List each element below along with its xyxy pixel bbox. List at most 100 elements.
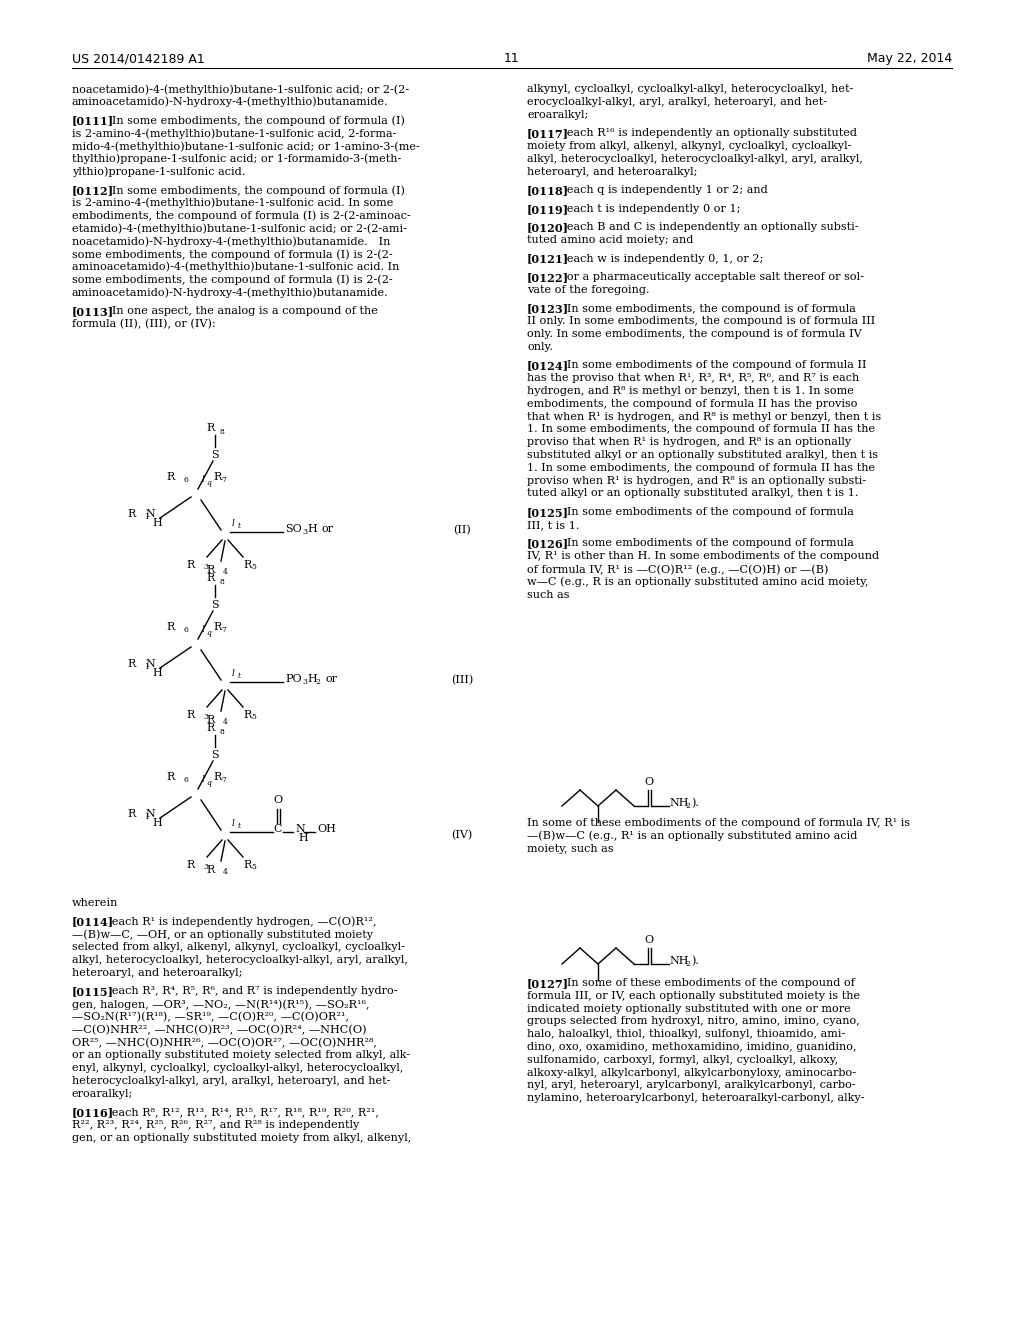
- Text: In one aspect, the analog is a compound of the: In one aspect, the analog is a compound …: [101, 306, 378, 315]
- Text: In some embodiments, the compound is of formula: In some embodiments, the compound is of …: [556, 304, 856, 314]
- Text: R: R: [186, 560, 195, 570]
- Text: [0113]: [0113]: [72, 306, 114, 317]
- Text: each R⁸, R¹², R¹³, R¹⁴, R¹⁵, R¹⁷, R¹⁸, R¹⁹, R²⁰, R²¹,: each R⁸, R¹², R¹³, R¹⁴, R¹⁵, R¹⁷, R¹⁸, R…: [101, 1107, 379, 1117]
- Text: t: t: [238, 521, 241, 531]
- Text: 1: 1: [144, 663, 148, 671]
- Text: R: R: [128, 510, 136, 519]
- Text: NH: NH: [669, 799, 688, 808]
- Text: [0122]: [0122]: [527, 272, 569, 284]
- Text: each q is independently 1 or 2; and: each q is independently 1 or 2; and: [556, 185, 768, 195]
- Text: heteroaryl, and heteroaralkyl;: heteroaryl, and heteroaralkyl;: [527, 166, 697, 177]
- Text: N: N: [295, 824, 305, 834]
- Text: NH: NH: [669, 956, 688, 966]
- Text: R: R: [243, 861, 251, 870]
- Text: US 2014/0142189 A1: US 2014/0142189 A1: [72, 51, 205, 65]
- Text: 8: 8: [219, 729, 224, 737]
- Text: 11: 11: [504, 51, 520, 65]
- Text: III, t is 1.: III, t is 1.: [527, 520, 580, 529]
- Text: each t is independently 0 or 1;: each t is independently 0 or 1;: [556, 203, 740, 214]
- Text: R: R: [213, 772, 221, 781]
- Text: some embodiments, the compound of formula (I) is 2-(2-: some embodiments, the compound of formul…: [72, 249, 392, 260]
- Text: 6: 6: [183, 626, 187, 634]
- Text: mido-4-(methylthio)butane-1-sulfonic acid; or 1-amino-3-(me-: mido-4-(methylthio)butane-1-sulfonic aci…: [72, 141, 420, 152]
- Text: 5: 5: [251, 863, 256, 871]
- Text: R: R: [243, 560, 251, 570]
- Text: 2: 2: [685, 803, 690, 810]
- Text: 4: 4: [223, 869, 228, 876]
- Text: each w is independently 0, 1, or 2;: each w is independently 0, 1, or 2;: [556, 253, 764, 264]
- Text: [0116]: [0116]: [72, 1107, 114, 1118]
- Text: 4: 4: [223, 718, 228, 726]
- Text: H: H: [298, 833, 308, 843]
- Text: l: l: [202, 626, 205, 635]
- Text: [0126]: [0126]: [527, 539, 569, 549]
- Text: or: or: [321, 524, 333, 535]
- Text: erocycloalkyl-alkyl, aryl, aralkyl, heteroaryl, and het-: erocycloalkyl-alkyl, aryl, aralkyl, hete…: [527, 96, 827, 107]
- Text: aminoacetamido)-4-(methylthio)butane-1-sulfonic acid. In: aminoacetamido)-4-(methylthio)butane-1-s…: [72, 261, 399, 272]
- Text: S: S: [211, 750, 219, 760]
- Text: t: t: [238, 672, 241, 680]
- Text: 3: 3: [302, 678, 307, 686]
- Text: 4: 4: [223, 568, 228, 576]
- Text: l: l: [202, 776, 205, 784]
- Text: 1: 1: [144, 513, 148, 521]
- Text: N: N: [145, 659, 155, 669]
- Text: noacetamido)-N-hydroxy-4-(methylthio)butanamide.   In: noacetamido)-N-hydroxy-4-(methylthio)but…: [72, 236, 390, 247]
- Text: In some embodiments of the compound of formula II: In some embodiments of the compound of f…: [556, 360, 866, 371]
- Text: In some embodiments, the compound of formula (I): In some embodiments, the compound of for…: [101, 185, 406, 195]
- Text: R: R: [186, 861, 195, 870]
- Text: l: l: [231, 668, 234, 677]
- Text: hydrogen, and R⁸ is methyl or benzyl, then t is 1. In some: hydrogen, and R⁸ is methyl or benzyl, th…: [527, 385, 854, 396]
- Text: 5: 5: [251, 564, 256, 572]
- Text: [0114]: [0114]: [72, 916, 114, 928]
- Text: S: S: [211, 601, 219, 610]
- Text: R: R: [207, 865, 215, 875]
- Text: l: l: [231, 519, 234, 528]
- Text: H: H: [153, 668, 162, 678]
- Text: has the proviso that when R¹, R³, R⁴, R⁵, R⁶, and R⁷ is each: has the proviso that when R¹, R³, R⁴, R⁵…: [527, 374, 859, 383]
- Text: In some embodiments of the compound of formula: In some embodiments of the compound of f…: [556, 539, 854, 548]
- Text: each R¹ is independently hydrogen, —C(O)R¹²,: each R¹ is independently hydrogen, —C(O)…: [101, 916, 377, 927]
- Text: groups selected from hydroxyl, nitro, amino, imino, cyano,: groups selected from hydroxyl, nitro, am…: [527, 1016, 860, 1027]
- Text: t: t: [238, 822, 241, 830]
- Text: May 22, 2014: May 22, 2014: [866, 51, 952, 65]
- Text: R: R: [213, 473, 221, 482]
- Text: [0115]: [0115]: [72, 986, 114, 998]
- Text: O: O: [644, 777, 653, 787]
- Text: 1: 1: [144, 813, 148, 821]
- Text: formula (II), (III), or (IV):: formula (II), (III), or (IV):: [72, 319, 216, 329]
- Text: In some embodiments of the compound of formula: In some embodiments of the compound of f…: [556, 507, 854, 517]
- Text: OH: OH: [317, 824, 336, 834]
- Text: nylamino, heteroarylcarbonyl, heteroaralkyl-carbonyl, alky-: nylamino, heteroarylcarbonyl, heteroaral…: [527, 1093, 864, 1104]
- Text: SO: SO: [285, 524, 302, 535]
- Text: alkyl, heterocycloalkyl, heterocycloalkyl-alkyl, aryl, aralkyl,: alkyl, heterocycloalkyl, heterocycloalky…: [527, 153, 863, 164]
- Text: etamido)-4-(methylthio)butane-1-sulfonic acid; or 2-(2-ami-: etamido)-4-(methylthio)butane-1-sulfonic…: [72, 223, 407, 234]
- Text: OR²⁵, —NHC(O)NHR²⁶, —OC(O)OR²⁷, —OC(O)NHR²⁸,: OR²⁵, —NHC(O)NHR²⁶, —OC(O)OR²⁷, —OC(O)NH…: [72, 1038, 377, 1048]
- Text: —C(O)NHR²², —NHC(O)R²³, —OC(O)R²⁴, —NHC(O): —C(O)NHR²², —NHC(O)R²³, —OC(O)R²⁴, —NHC(…: [72, 1024, 367, 1035]
- Text: dino, oxo, oxamidino, methoxamidino, imidino, guanidino,: dino, oxo, oxamidino, methoxamidino, imi…: [527, 1041, 856, 1052]
- Text: noacetamido)-4-(methylthio)butane-1-sulfonic acid; or 2-(2-: noacetamido)-4-(methylthio)butane-1-sulf…: [72, 84, 410, 95]
- Text: [0117]: [0117]: [527, 128, 569, 139]
- Text: moiety from alkyl, alkenyl, alkynyl, cycloalkyl, cycloalkyl-: moiety from alkyl, alkenyl, alkynyl, cyc…: [527, 141, 851, 150]
- Text: each R¹⁶ is independently an optionally substituted: each R¹⁶ is independently an optionally …: [556, 128, 857, 139]
- Text: sulfonamido, carboxyl, formyl, alkyl, cycloalkyl, alkoxy,: sulfonamido, carboxyl, formyl, alkyl, cy…: [527, 1055, 838, 1065]
- Text: O: O: [644, 935, 653, 945]
- Text: formula III, or IV, each optionally substituted moiety is the: formula III, or IV, each optionally subs…: [527, 991, 860, 1001]
- Text: O: O: [273, 795, 283, 805]
- Text: R: R: [207, 565, 215, 576]
- Text: In some of these embodiments of the compound of: In some of these embodiments of the comp…: [556, 978, 855, 987]
- Text: w—C (e.g., R is an optionally substituted amino acid moiety,: w—C (e.g., R is an optionally substitute…: [527, 577, 868, 587]
- Text: some embodiments, the compound of formula (I) is 2-(2-: some embodiments, the compound of formul…: [72, 275, 392, 285]
- Text: indicated moiety optionally substituted with one or more: indicated moiety optionally substituted …: [527, 1003, 851, 1014]
- Text: R: R: [186, 710, 195, 719]
- Text: (III): (III): [451, 675, 473, 685]
- Text: only. In some embodiments, the compound is of formula IV: only. In some embodiments, the compound …: [527, 329, 862, 339]
- Text: 8: 8: [219, 428, 224, 436]
- Text: R: R: [167, 622, 175, 632]
- Text: R: R: [243, 710, 251, 719]
- Text: or an optionally substituted moiety selected from alkyl, alk-: or an optionally substituted moiety sele…: [72, 1051, 410, 1060]
- Text: H: H: [307, 675, 316, 684]
- Text: R: R: [213, 622, 221, 632]
- Text: [0111]: [0111]: [72, 115, 114, 127]
- Text: ).: ).: [691, 956, 698, 966]
